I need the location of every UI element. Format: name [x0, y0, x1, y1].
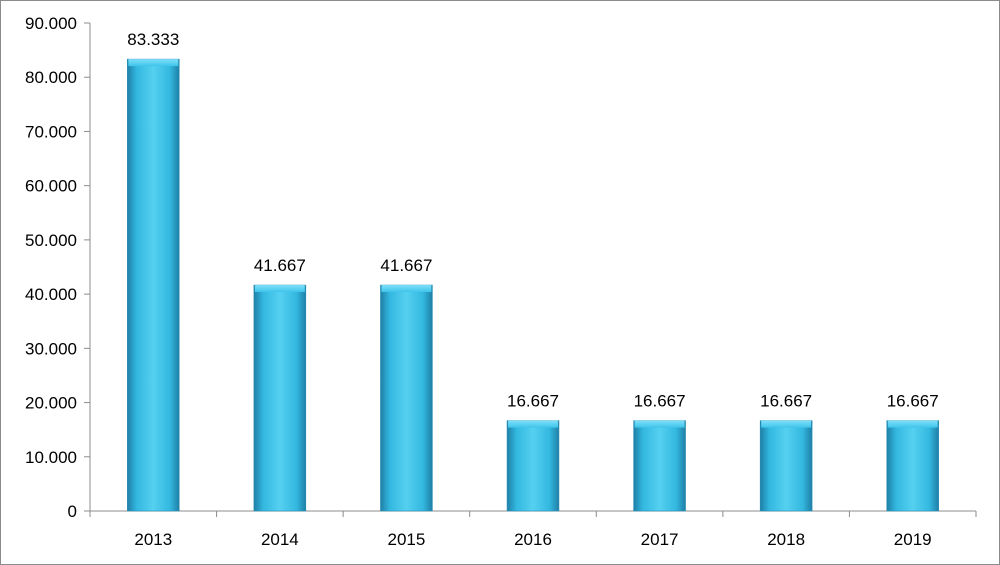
data-label: 16.667 [634, 392, 686, 411]
bar-cap [761, 420, 812, 428]
bar-2014 [253, 284, 307, 512]
data-label: 83.333 [127, 30, 179, 49]
y-tick-label: 0 [68, 502, 77, 521]
y-tick-label: 20.000 [25, 394, 77, 413]
bar-cap [254, 285, 305, 293]
x-tick-label: 2017 [641, 530, 679, 549]
data-label: 16.667 [507, 392, 559, 411]
y-tick-label: 50.000 [25, 231, 77, 250]
bar-cap [128, 59, 179, 67]
bar-2013 [127, 58, 180, 512]
y-tick-label: 40.000 [25, 285, 77, 304]
y-axis: 0 10.000 20.000 30.000 40.000 50.000 60.000 70.… [25, 14, 91, 521]
x-tick-label: 2014 [261, 530, 299, 549]
x-tick-label: 2016 [514, 530, 552, 549]
data-labels: 83.333 41.667 41.667 16.667 16.667 16.667 16.6… [127, 30, 938, 410]
data-label: 41.667 [380, 256, 432, 275]
y-tick-label: 60.000 [25, 177, 77, 196]
x-axis: 2013 2014 2015 2016 2017 2018 2019 [89, 510, 977, 549]
x-tick-label: 2013 [134, 530, 172, 549]
bar-2018 [759, 420, 813, 512]
x-tick-label: 2015 [388, 530, 426, 549]
y-tick-label: 30.000 [25, 339, 77, 358]
bar-2017 [633, 420, 686, 512]
bar-2019 [886, 420, 939, 512]
y-tick-label: 80.000 [25, 68, 77, 87]
x-tick-label: 2018 [767, 530, 805, 549]
bar-cap [381, 285, 432, 293]
data-label: 41.667 [254, 256, 306, 275]
x-tick-label: 2019 [894, 530, 932, 549]
bars [127, 58, 939, 512]
bar-cap [887, 420, 938, 428]
data-label: 16.667 [760, 392, 812, 411]
data-label: 16.667 [887, 392, 939, 411]
bar-2016 [506, 420, 560, 512]
bar-2015 [380, 284, 433, 512]
bar-cap [634, 420, 685, 428]
bar-cap [508, 420, 558, 428]
y-tick-label: 10.000 [25, 448, 77, 467]
y-tick-label: 90.000 [25, 14, 77, 33]
y-tick-label: 70.000 [25, 122, 77, 141]
